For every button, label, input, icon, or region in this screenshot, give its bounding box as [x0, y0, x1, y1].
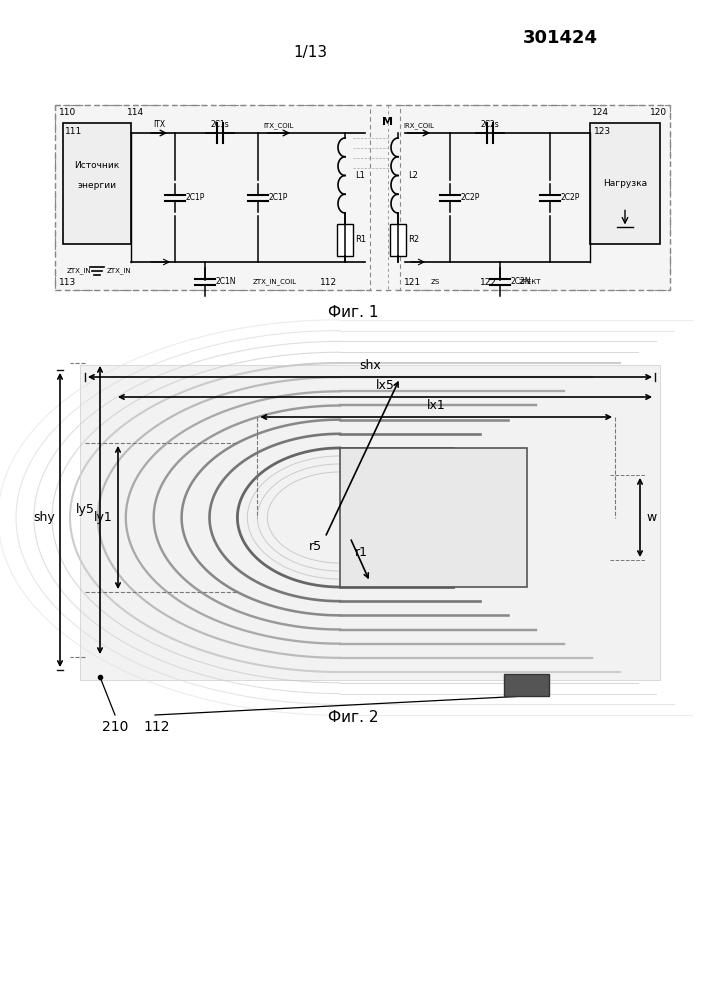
FancyBboxPatch shape	[63, 123, 131, 244]
Text: 120: 120	[650, 108, 667, 117]
Text: Источник: Источник	[74, 161, 119, 170]
Text: 2C2P: 2C2P	[461, 193, 480, 202]
Text: ly1: ly1	[94, 511, 113, 524]
Text: r5: r5	[309, 540, 322, 552]
Text: ZS: ZS	[431, 279, 440, 285]
Text: Фиг. 1: Фиг. 1	[328, 305, 378, 320]
FancyBboxPatch shape	[590, 123, 660, 244]
Text: 110: 110	[59, 108, 76, 117]
Text: R1: R1	[355, 235, 366, 244]
Text: shy: shy	[33, 511, 55, 524]
Text: 124: 124	[592, 108, 609, 117]
Text: 2C1P: 2C1P	[269, 193, 288, 202]
Text: 121: 121	[404, 278, 421, 287]
Text: 112: 112	[144, 720, 170, 734]
Text: 210: 210	[102, 720, 128, 734]
Text: L1: L1	[355, 171, 365, 180]
Text: 1/13: 1/13	[293, 44, 327, 60]
Text: 2C1s: 2C1s	[211, 120, 229, 129]
Text: r1: r1	[355, 546, 368, 558]
Text: ZРЕКТ: ZРЕКТ	[519, 279, 542, 285]
FancyBboxPatch shape	[340, 448, 527, 587]
Text: Фиг. 2: Фиг. 2	[328, 710, 378, 725]
FancyBboxPatch shape	[55, 105, 670, 290]
Text: 2C2P: 2C2P	[561, 193, 580, 202]
Text: M: M	[382, 117, 394, 127]
Text: 113: 113	[59, 278, 76, 287]
Text: lx5: lx5	[375, 379, 395, 392]
FancyBboxPatch shape	[337, 224, 353, 256]
FancyBboxPatch shape	[390, 224, 406, 256]
Text: R2: R2	[408, 235, 419, 244]
Text: энергии: энергии	[78, 181, 117, 190]
Text: 2C1N: 2C1N	[216, 277, 237, 286]
Text: 114: 114	[127, 108, 144, 117]
Text: IRX_COIL: IRX_COIL	[404, 122, 435, 129]
Text: L2: L2	[408, 171, 418, 180]
Text: ZTX_IN: ZTX_IN	[107, 267, 132, 274]
Text: 112: 112	[320, 278, 337, 287]
Text: ly5: ly5	[76, 504, 95, 516]
Text: shx: shx	[359, 359, 381, 372]
Text: w: w	[646, 511, 656, 524]
Text: 111: 111	[65, 127, 82, 136]
Text: ZTX_IN_COIL: ZTX_IN_COIL	[253, 278, 297, 285]
Text: 123: 123	[594, 127, 611, 136]
Text: Нагрузка: Нагрузка	[603, 179, 647, 188]
Text: ITX_COIL: ITX_COIL	[264, 122, 294, 129]
FancyBboxPatch shape	[504, 674, 549, 696]
Text: 2C1P: 2C1P	[186, 193, 205, 202]
Text: 2C2N: 2C2N	[511, 277, 532, 286]
FancyBboxPatch shape	[80, 365, 660, 680]
Text: ITX: ITX	[153, 120, 165, 129]
Text: ZTX_IN: ZTX_IN	[66, 267, 91, 274]
Text: 301424: 301424	[522, 29, 597, 47]
Text: 2C2s: 2C2s	[481, 120, 499, 129]
Text: lx1: lx1	[427, 399, 445, 412]
Text: 122: 122	[480, 278, 497, 287]
